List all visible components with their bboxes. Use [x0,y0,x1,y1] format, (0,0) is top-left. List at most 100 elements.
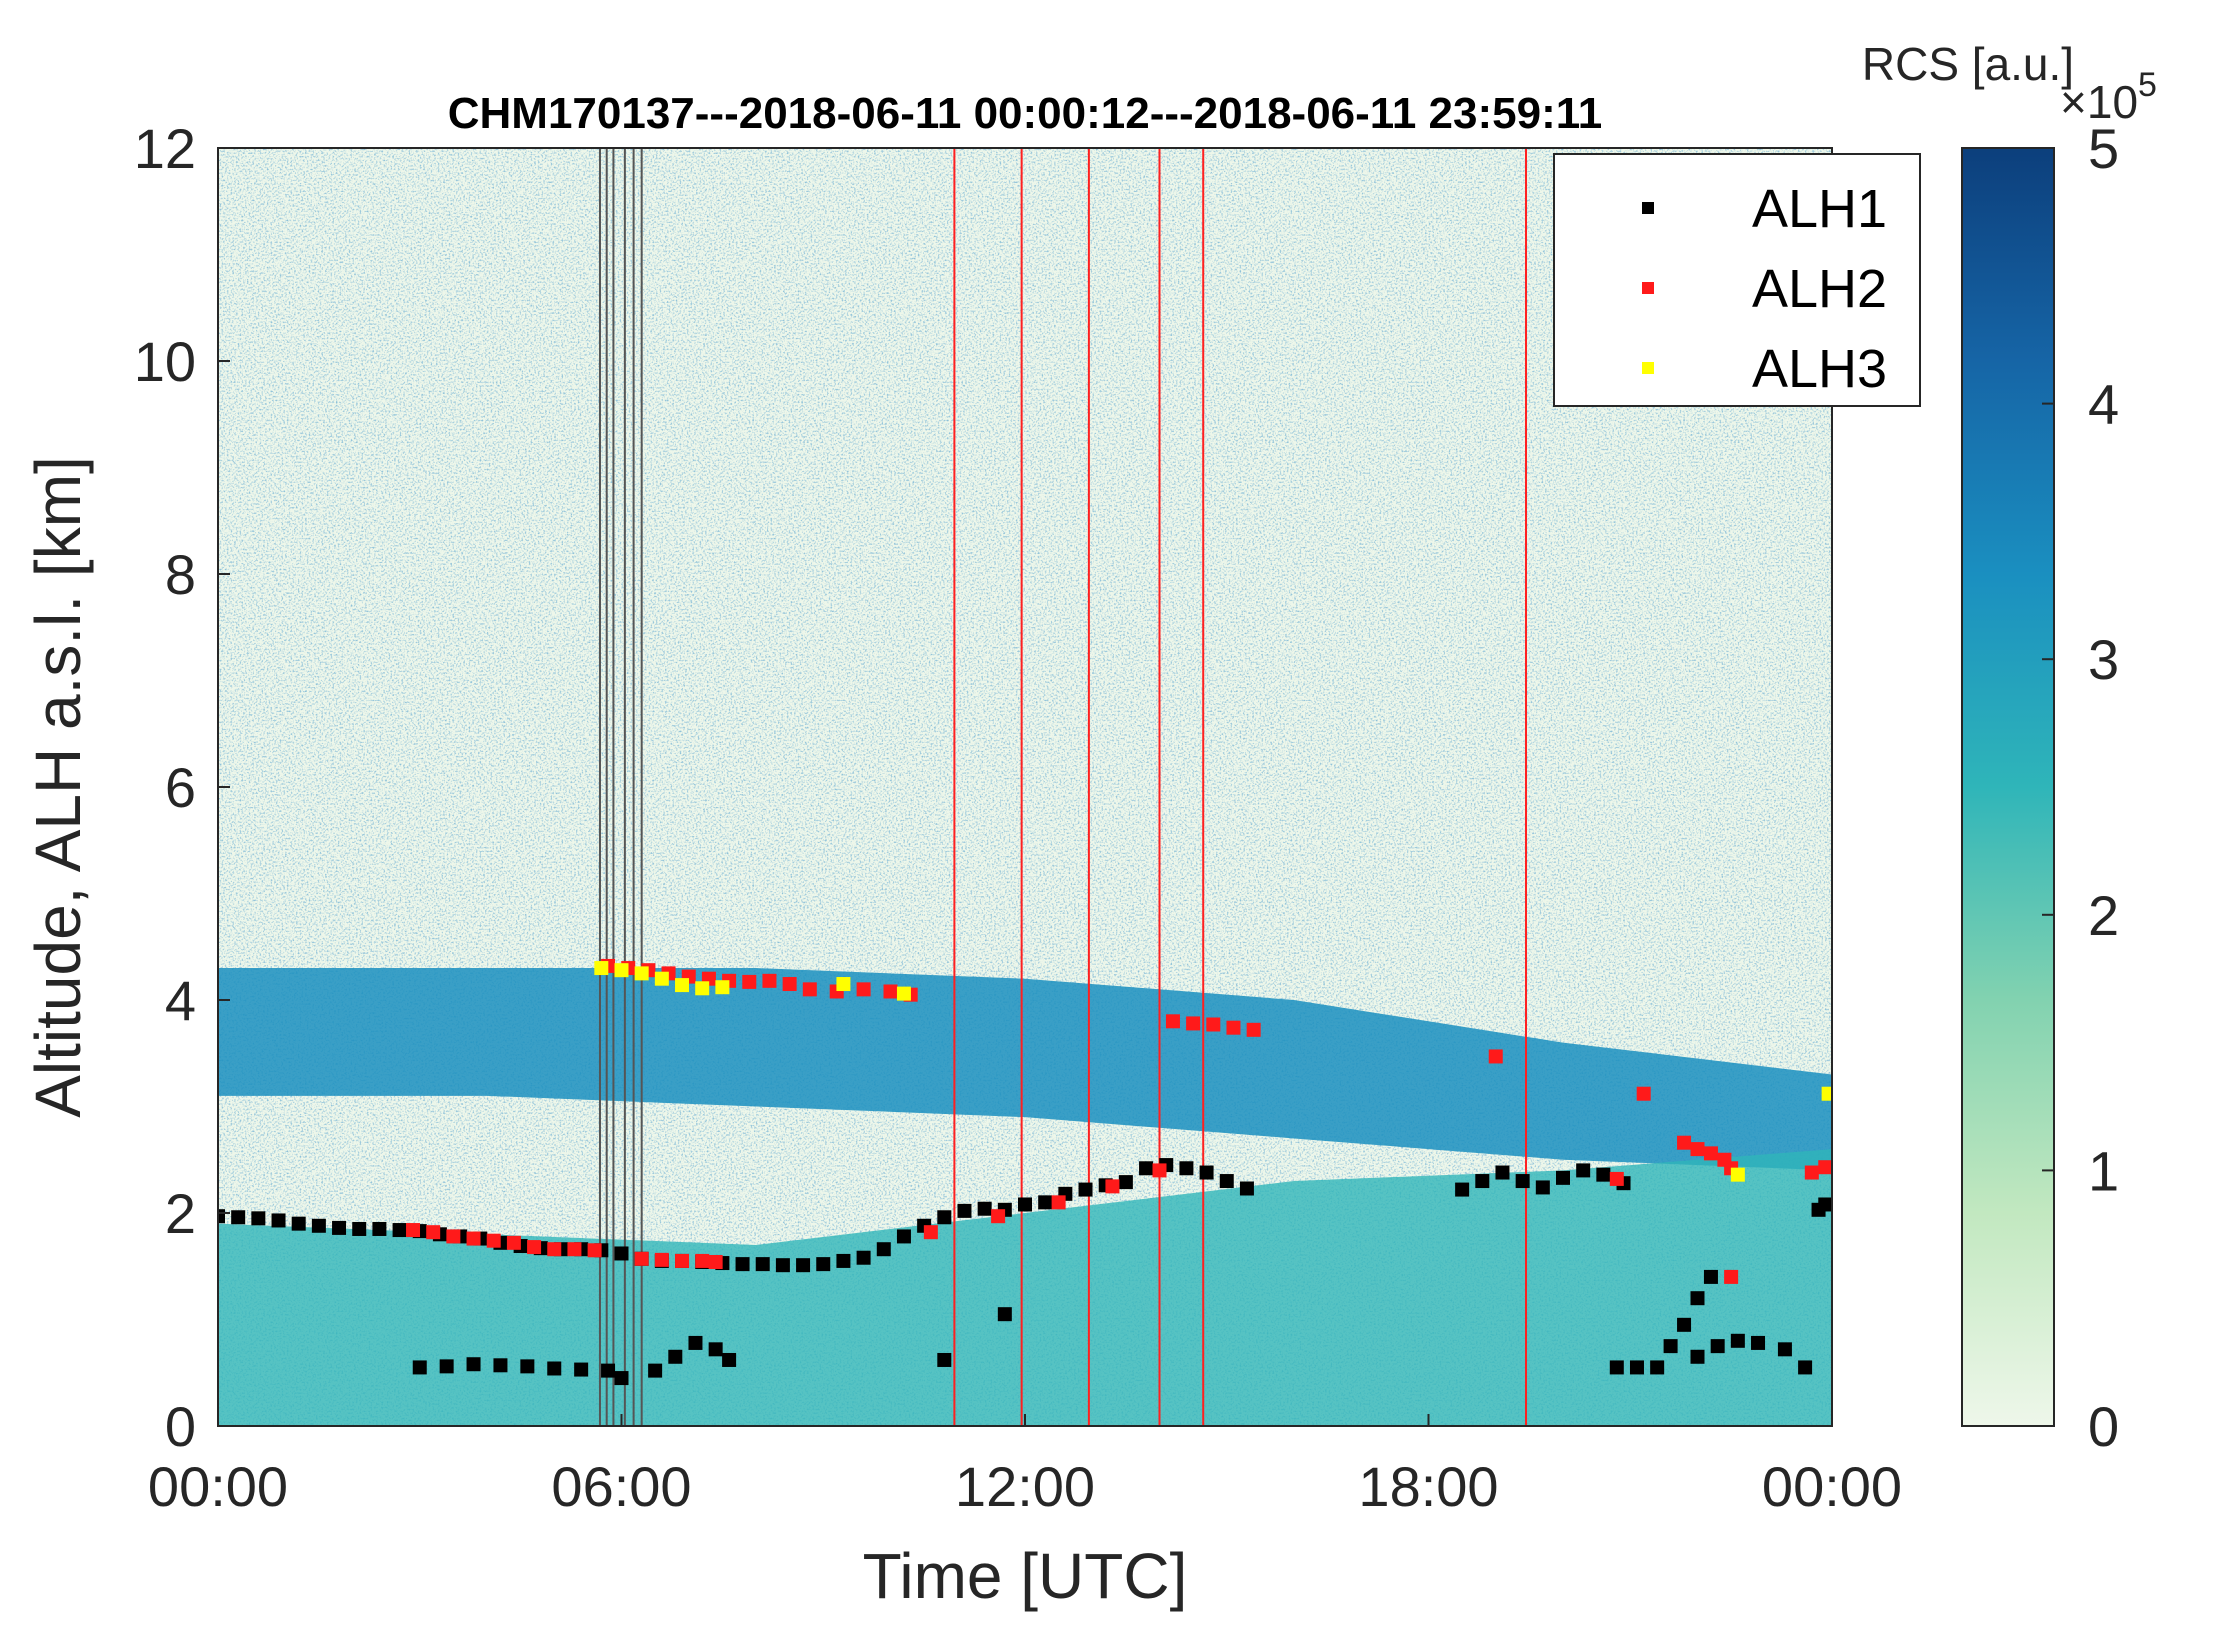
point-alh1 [547,1361,562,1376]
point-alh2 [1246,1022,1261,1037]
point-alh2 [695,1253,710,1268]
alh-series [218,958,1832,1386]
aerosol-layer [218,968,1832,1171]
point-alh1 [392,1223,407,1238]
point-alh1 [957,1203,972,1218]
point-alh1 [775,1258,790,1273]
legend-entry-alh3: ALH3 [1642,339,1887,399]
point-alh2 [883,984,898,999]
legend-marker [1642,282,1654,294]
point-alh1 [1690,1291,1705,1306]
legend-label: ALH2 [1752,259,1887,319]
point-alh1 [1576,1163,1591,1178]
point-alh1 [937,1210,952,1225]
point-alh1 [251,1211,266,1226]
point-alh1 [601,1363,616,1378]
point-alh1 [1818,1197,1832,1212]
colorbar-tick-label: 4 [2088,373,2119,436]
point-alh2 [856,982,871,997]
point-alh1 [372,1221,387,1236]
point-alh1 [1475,1174,1490,1189]
point-alh1 [1118,1175,1133,1190]
point-alh1 [735,1257,750,1272]
x-axis-label: Time [UTC] [863,1540,1188,1612]
colorbar-tick-label: 5 [2088,117,2119,180]
y-tick-label: 12 [134,117,196,180]
point-alh1 [856,1250,871,1265]
point-alh2 [1165,1014,1180,1029]
y-tick-label: 2 [165,1182,196,1245]
point-alh2 [527,1240,542,1255]
point-alh2 [1818,1160,1832,1175]
point-alh1 [466,1357,481,1372]
colorbar-multiplier-base: ×10 [2060,76,2138,128]
point-alh1 [412,1360,427,1375]
point-alh1 [352,1221,367,1236]
colorbar-multiplier-exponent: 5 [2138,66,2157,104]
legend-entry-alh2: ALH2 [1642,259,1887,319]
point-alh1 [1650,1360,1665,1375]
point-alh1 [614,1371,629,1386]
point-alh2 [634,1251,649,1266]
point-alh3 [836,977,851,992]
point-alh1 [1703,1269,1718,1284]
point-alh1 [876,1242,891,1257]
point-alh1 [937,1352,952,1367]
point-alh2 [426,1225,441,1240]
point-alh1 [977,1201,992,1216]
point-alh1 [1798,1360,1813,1375]
point-alh1 [755,1257,770,1272]
point-alh3 [695,981,710,996]
vertical-lines [598,148,1528,1426]
point-alh2 [1609,1171,1624,1186]
point-alh3 [1730,1167,1745,1182]
point-alh2 [406,1223,421,1238]
point-alh1 [796,1258,811,1273]
point-alh3 [594,961,609,976]
y-axis: 0 2 4 6 8 10 12 [134,117,230,1458]
point-alh2 [1724,1269,1739,1284]
point-alh1 [231,1210,246,1225]
point-alh2 [466,1231,481,1246]
point-alh1 [1663,1339,1678,1354]
point-alh1 [1179,1161,1194,1176]
point-alh2 [1206,1017,1221,1032]
colorbar-label: RCS [a.u.] [1862,38,2074,90]
point-alh2 [506,1235,521,1250]
colorbar-tick-label: 1 [2088,1139,2119,1202]
point-alh1 [688,1335,703,1350]
y-tick-label: 0 [165,1395,196,1458]
point-alh2 [547,1242,562,1257]
point-alh1 [722,1352,737,1367]
point-alh3 [614,963,629,978]
point-alh1 [574,1362,589,1377]
point-alh1 [1777,1342,1792,1357]
y-tick-label: 10 [134,330,196,393]
colorbar-tick-label: 2 [2088,884,2119,947]
point-alh1 [1239,1181,1254,1196]
x-tick-label: 18:00 [1358,1455,1498,1518]
point-alh2 [1186,1016,1201,1031]
point-alh2 [1488,1049,1503,1064]
point-alh1 [648,1363,663,1378]
legend-entry-alh1: ALH1 [1642,179,1887,239]
point-alh2 [923,1225,938,1240]
point-alh1 [1690,1349,1705,1364]
x-tick-label: 06:00 [551,1455,691,1518]
point-alh1 [311,1218,326,1233]
point-alh1 [332,1220,347,1235]
point-alh2 [762,973,777,988]
point-alh1 [614,1246,629,1261]
point-alh1 [1495,1165,1510,1180]
point-alh1 [1710,1339,1725,1354]
point-alh2 [1636,1086,1651,1101]
point-alh1 [1556,1170,1570,1185]
point-alh1 [291,1216,306,1231]
point-alh1 [439,1359,454,1374]
boundary-layer [218,1149,1832,1426]
point-alh1 [1730,1333,1745,1348]
point-alh2 [1690,1142,1705,1157]
y-tick-label: 8 [165,543,196,606]
point-alh1 [1455,1182,1470,1197]
